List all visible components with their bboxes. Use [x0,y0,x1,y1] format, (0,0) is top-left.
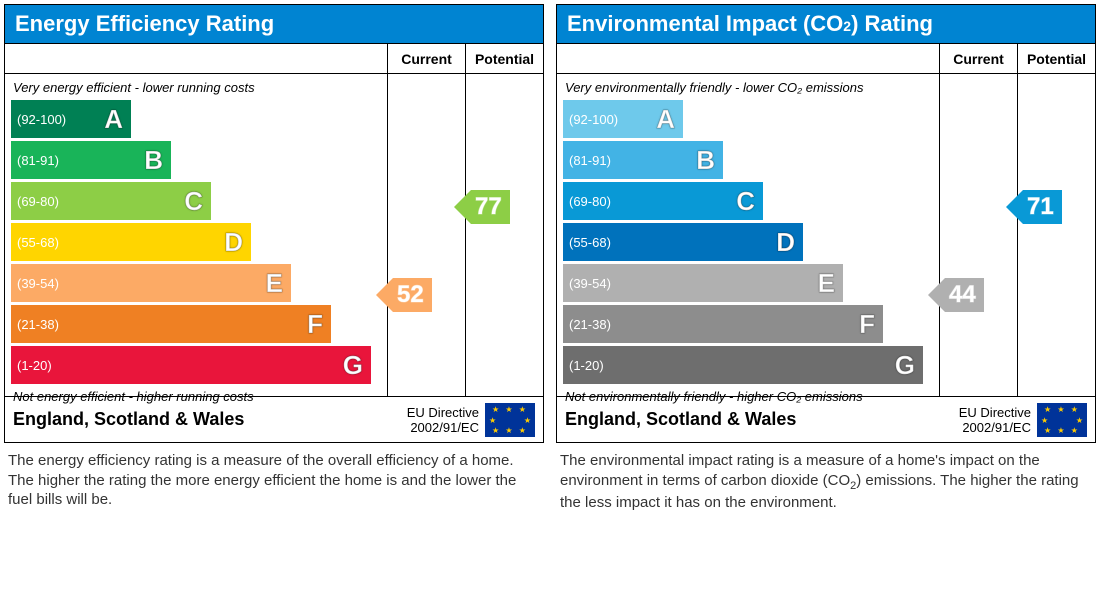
band-letter: D [776,227,795,258]
rating-pointer: 52 [376,278,432,312]
rating-band: (1-20) G [11,346,371,384]
top-caption: Very environmentally friendly - lower CO… [557,78,939,97]
rating-band: (55-68) D [11,223,251,261]
band-range: (81-91) [563,153,611,168]
pointer-value: 71 [1023,190,1062,224]
pointer-value: 44 [945,278,984,312]
bands-row: Very energy efficient - lower running co… [5,74,543,396]
header-potential: Potential [1017,44,1095,74]
rating-band: (69-80) C [563,182,763,220]
band-letter: C [736,186,755,217]
bands-column: Very environmentally friendly - lower CO… [557,74,939,396]
band-letter: B [696,145,715,176]
band-range: (69-80) [11,194,59,209]
potential-column: 77 [465,74,543,396]
panel-description: The environmental impact rating is a mea… [556,443,1096,520]
band-range: (69-80) [563,194,611,209]
header-potential: Potential [465,44,543,74]
band-range: (55-68) [563,235,611,250]
band-letter: F [859,309,875,340]
top-caption: Very energy efficient - lower running co… [5,78,387,97]
current-column: 52 [387,74,465,396]
band-letter: G [895,350,915,381]
band-letter: B [144,145,163,176]
header-current: Current [939,44,1017,74]
panel-description: The energy efficiency rating is a measur… [4,443,544,518]
rating-pointer: 77 [454,190,510,224]
current-column: 44 [939,74,1017,396]
rating-panel: Environmental Impact (CO2) Rating Curren… [556,4,1096,520]
rating-band: (21-38) F [11,305,331,343]
band-letter: A [656,104,675,135]
band-range: (1-20) [563,358,604,373]
header-current: Current [387,44,465,74]
pointer-arrow-icon [1006,190,1023,224]
band-letter: C [184,186,203,217]
rating-panel: Energy Efficiency Rating Current Potenti… [4,4,544,520]
band-letter: F [307,309,323,340]
region-label: England, Scotland & Wales [13,409,407,430]
rating-pointer: 44 [928,278,984,312]
region-label: England, Scotland & Wales [565,409,959,430]
band-letter: D [224,227,243,258]
band-range: (1-20) [11,358,52,373]
pointer-arrow-icon [928,278,945,312]
rating-band: (81-91) B [563,141,723,179]
band-range: (92-100) [11,112,66,127]
band-range: (39-54) [563,276,611,291]
band-range: (21-38) [11,317,59,332]
chart-box: Current Potential Very environmentally fr… [556,44,1096,443]
chart-box: Current Potential Very energy efficient -… [4,44,544,443]
band-letter: E [266,268,283,299]
band-range: (21-38) [563,317,611,332]
eu-flag-icon: ★★ [1037,403,1087,437]
bands-column: Very energy efficient - lower running co… [5,74,387,396]
rating-band: (81-91) B [11,141,171,179]
pointer-arrow-icon [454,190,471,224]
panel-title: Energy Efficiency Rating [4,4,544,44]
directive-label: EU Directive2002/91/EC [407,405,479,435]
band-range: (39-54) [11,276,59,291]
bands-row: Very environmentally friendly - lower CO… [557,74,1095,396]
pointer-value: 52 [393,278,432,312]
rating-band: (55-68) D [563,223,803,261]
band-letter: A [104,104,123,135]
column-headers: Current Potential [557,44,1095,74]
band-range: (55-68) [11,235,59,250]
bottom-caption: Not environmentally friendly - higher CO… [557,387,939,406]
rating-band: (21-38) F [563,305,883,343]
rating-band: (69-80) C [11,182,211,220]
band-letter: E [818,268,835,299]
bottom-caption: Not energy efficient - higher running co… [5,387,387,406]
pointer-value: 77 [471,190,510,224]
band-range: (81-91) [11,153,59,168]
rating-band: (39-54) E [563,264,843,302]
rating-band: (92-100) A [563,100,683,138]
eu-flag-icon: ★★ [485,403,535,437]
column-headers: Current Potential [5,44,543,74]
band-letter: G [343,350,363,381]
panel-title: Environmental Impact (CO2) Rating [556,4,1096,44]
rating-band: (92-100) A [11,100,131,138]
rating-pointer: 71 [1006,190,1062,224]
rating-band: (1-20) G [563,346,923,384]
directive-label: EU Directive2002/91/EC [959,405,1031,435]
band-range: (92-100) [563,112,618,127]
pointer-arrow-icon [376,278,393,312]
rating-band: (39-54) E [11,264,291,302]
potential-column: 71 [1017,74,1095,396]
